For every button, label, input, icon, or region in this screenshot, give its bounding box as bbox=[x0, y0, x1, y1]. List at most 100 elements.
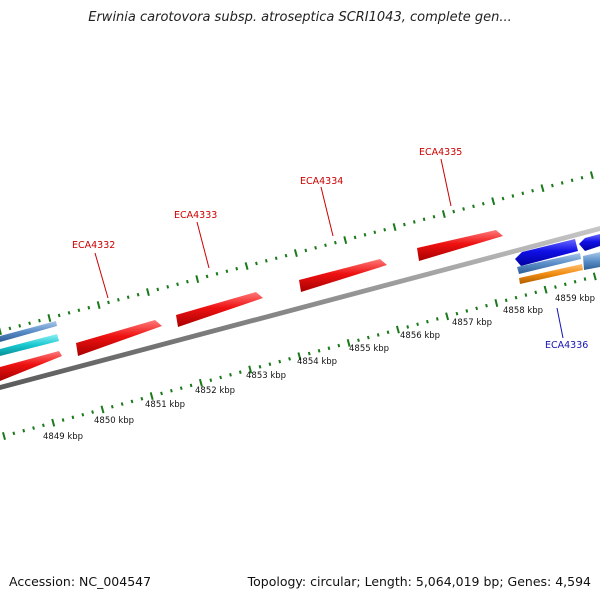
leader-line-ECA4333 bbox=[196, 221, 210, 269]
lower-track-tick bbox=[563, 282, 567, 287]
lower-track-tick bbox=[42, 423, 45, 428]
upper-track-tick bbox=[195, 275, 200, 283]
gene-arrow-ECA4335[interactable] bbox=[417, 230, 503, 261]
upper-track-tick bbox=[166, 285, 170, 289]
scale-label-4854: 4854 kbp bbox=[297, 357, 337, 367]
upper-track-tick bbox=[0, 327, 2, 335]
upper-track-tick bbox=[28, 321, 31, 326]
upper-track-tick bbox=[343, 236, 348, 245]
lower-track-tick bbox=[455, 311, 459, 316]
lower-track-tick bbox=[416, 322, 419, 327]
lower-track-tick bbox=[583, 277, 587, 281]
feature-bar-cyan-left[interactable] bbox=[0, 334, 59, 356]
lower-track-tick bbox=[12, 431, 16, 436]
map-title: Erwinia carotovora subsp. atroseptica SC… bbox=[88, 10, 512, 25]
upper-track-tick bbox=[235, 266, 239, 271]
lower-track-tick bbox=[81, 412, 85, 417]
upper-track-tick bbox=[412, 220, 416, 224]
lower-track-tick bbox=[465, 309, 469, 313]
upper-track-tick bbox=[284, 253, 288, 258]
scale-label-4855: 4855 kbp bbox=[349, 344, 389, 354]
upper-track-tick bbox=[67, 311, 71, 315]
lower-track-tick bbox=[386, 330, 390, 335]
upper-track-tick bbox=[383, 227, 387, 232]
lower-track-tick bbox=[494, 299, 499, 307]
feature-bar-steel-right[interactable] bbox=[517, 253, 581, 274]
upper-track-tick bbox=[481, 201, 485, 206]
gene-arrow-ECA4331[interactable] bbox=[0, 351, 62, 381]
upper-track-tick bbox=[255, 261, 258, 266]
feature-bar-orange-right[interactable] bbox=[519, 264, 583, 284]
gene-arrow-ECA4337[interactable] bbox=[579, 234, 600, 251]
gene-label-ECA4333[interactable]: ECA4333 bbox=[174, 210, 217, 221]
leader-line-ECA4332 bbox=[94, 252, 109, 299]
upper-track-tick bbox=[18, 324, 22, 328]
upper-track-tick bbox=[314, 246, 317, 250]
lower-track-tick bbox=[366, 335, 370, 340]
lower-track-tick bbox=[61, 418, 65, 422]
upper-track-tick bbox=[96, 301, 101, 309]
lower-track-tick bbox=[248, 365, 253, 374]
gene-arrow-ECA4333[interactable] bbox=[176, 292, 263, 327]
lower-track-tick bbox=[149, 392, 154, 401]
scale-label-4851: 4851 kbp bbox=[145, 400, 185, 410]
backbone-line bbox=[0, 226, 600, 390]
upper-track-tick bbox=[521, 191, 525, 196]
upper-track-tick bbox=[176, 282, 179, 287]
lower-track-tick bbox=[238, 370, 242, 374]
lower-track-tick bbox=[317, 349, 321, 353]
upper-track-tick bbox=[403, 222, 406, 227]
upper-track-tick bbox=[501, 196, 505, 201]
lower-track-tick bbox=[22, 428, 26, 433]
scale-label-4858: 4858 kbp bbox=[503, 306, 543, 316]
lower-track-tick bbox=[189, 383, 193, 388]
gene-arrow-ECA4334[interactable] bbox=[299, 259, 387, 292]
upper-track-tick bbox=[304, 248, 308, 253]
upper-track-tick bbox=[580, 175, 584, 180]
lower-track-tick bbox=[445, 312, 450, 321]
lower-track-tick bbox=[573, 279, 577, 284]
upper-track-tick bbox=[511, 194, 515, 198]
upper-track-tick bbox=[422, 217, 426, 222]
lower-track-tick bbox=[524, 293, 528, 297]
gene-arrow-ECA4336[interactable] bbox=[515, 239, 578, 266]
lower-track-tick bbox=[376, 333, 380, 337]
lower-track-tick bbox=[170, 388, 173, 393]
upper-track-tick bbox=[47, 314, 52, 322]
upper-track-tick bbox=[560, 181, 564, 185]
gene-label-ECA4334[interactable]: ECA4334 bbox=[300, 176, 343, 187]
upper-track-tick bbox=[146, 288, 150, 296]
upper-track-tick bbox=[432, 214, 436, 219]
upper-track-tick bbox=[293, 249, 298, 258]
upper-track-tick bbox=[117, 298, 120, 302]
feature-bar-steel-left[interactable] bbox=[0, 321, 57, 342]
upper-track-tick bbox=[107, 300, 110, 305]
lower-track-tick bbox=[534, 290, 538, 295]
accession-text: Accession: NC_004547 bbox=[9, 574, 152, 589]
lower-track-tick bbox=[179, 386, 183, 390]
leader-line-ECA4335 bbox=[440, 158, 452, 207]
lower-track-tick bbox=[485, 303, 488, 308]
upper-track-tick bbox=[57, 313, 61, 318]
upper-track-tick bbox=[8, 326, 12, 331]
upper-tick-track bbox=[0, 171, 594, 335]
gene-arrow-ECA4332[interactable] bbox=[76, 320, 162, 356]
lower-track-tick bbox=[91, 410, 94, 414]
lower-track-tick bbox=[406, 325, 410, 329]
upper-track-tick bbox=[334, 240, 337, 245]
gene-label-ECA4336[interactable]: ECA4336 bbox=[545, 340, 588, 351]
lower-track-tick bbox=[592, 272, 597, 281]
feature-bar-steel-right-2[interactable] bbox=[583, 252, 600, 270]
upper-track-tick bbox=[244, 262, 249, 270]
scale-label-4853: 4853 kbp bbox=[246, 371, 286, 381]
lower-track-tick bbox=[198, 378, 203, 387]
scale-label-4849: 4849 kbp bbox=[43, 432, 83, 442]
lower-track-tick bbox=[268, 362, 272, 366]
lower-track-tick bbox=[504, 298, 508, 303]
upper-track-tick bbox=[324, 243, 327, 248]
gene-label-ECA4332[interactable]: ECA4332 bbox=[72, 240, 115, 251]
upper-track-tick bbox=[264, 259, 268, 263]
lower-track-tick bbox=[357, 338, 360, 343]
gene-label-ECA4335[interactable]: ECA4335 bbox=[419, 147, 462, 158]
